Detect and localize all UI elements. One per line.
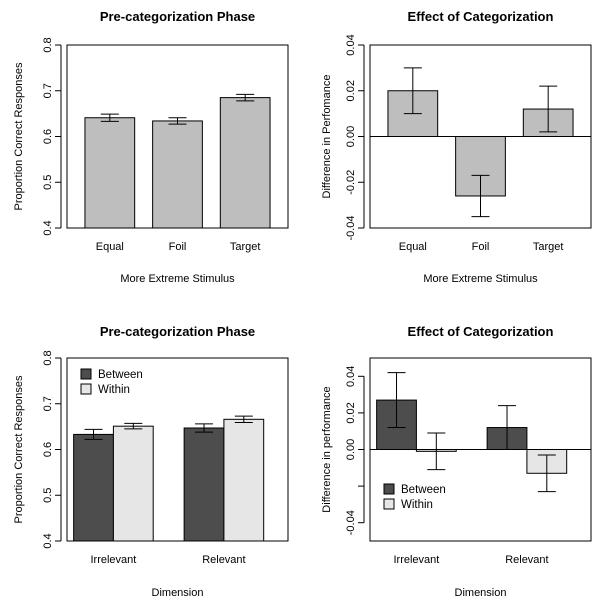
y-tick-label: 0.6: [42, 129, 54, 144]
y-tick-label: 0.02: [345, 80, 357, 101]
x-axis-label: Dimension: [455, 587, 507, 599]
plot-frame: [66, 357, 289, 542]
bar-between: [73, 433, 114, 542]
x-tick-label: Relevant: [505, 554, 548, 566]
legend-swatch: [80, 368, 92, 380]
legend-swatch: [80, 383, 92, 395]
legend-label: Between: [98, 369, 143, 381]
bar: [152, 120, 203, 229]
y-axis-label: Difference in performance: [321, 386, 333, 512]
chart-title: Effect of Categorization: [408, 9, 554, 24]
x-tick-label: Irrelevant: [393, 554, 439, 566]
y-tick-label: 0.00: [345, 126, 357, 147]
y-tick-label: 0.7: [42, 83, 54, 98]
y-tick-label: -0.04: [345, 215, 357, 240]
y-tick-label: 0.00: [345, 439, 357, 460]
y-tick-label: 0.4: [42, 533, 54, 548]
x-axis-label: More Extreme Stimulus: [423, 273, 538, 285]
x-tick-label: Relevant: [202, 554, 245, 566]
y-tick-label: 0.4: [42, 220, 54, 235]
x-axis-label: Dimension: [152, 587, 204, 599]
y-tick-label: 0.5: [42, 175, 54, 190]
y-tick-label: -0.04: [345, 510, 357, 535]
legend-label: Within: [98, 384, 130, 396]
y-tick-label: 0.5: [42, 488, 54, 503]
x-tick-label: Foil: [472, 241, 490, 253]
x-axis-label: More Extreme Stimulus: [120, 273, 235, 285]
chart-title: Pre-categorization Phase: [100, 324, 255, 339]
chart-title: Pre-categorization Phase: [100, 9, 255, 24]
x-tick-label: Irrelevant: [90, 554, 136, 566]
legend-swatch: [383, 483, 395, 495]
y-axis-label: Proportion Correct Responses: [13, 62, 25, 210]
x-tick-label: Equal: [399, 241, 427, 253]
y-tick-label: 0.8: [42, 37, 54, 52]
x-tick-label: Target: [230, 241, 261, 253]
bar-between: [183, 427, 225, 542]
y-axis-label: Difference in Perfomance: [321, 75, 333, 199]
x-tick-label: Target: [533, 241, 564, 253]
bar-within: [223, 418, 265, 542]
y-tick-label: 0.04: [345, 366, 357, 387]
legend-label: Within: [401, 499, 433, 511]
y-tick-label: 0.04: [345, 34, 357, 55]
bar: [84, 117, 136, 229]
chart-panel-4: Effect of Categorization -0.04 0.00 0.02 0.0…: [321, 324, 592, 599]
bar-within: [112, 425, 154, 542]
y-tick-label: 0.8: [42, 350, 54, 365]
x-tick-label: Equal: [96, 241, 124, 253]
chart-panel-1: Pre-categorization Phase 0.4 0.5 0.6 0.7 0.8 P…: [13, 9, 289, 285]
chart-panel-2: Effect of Categorization -0.04 -0.02 0.00 0.…: [321, 9, 592, 285]
y-tick-label: 0.6: [42, 442, 54, 457]
y-tick-label: 0.02: [345, 402, 357, 423]
x-tick-label: Foil: [169, 241, 187, 253]
chart-panel-3: Pre-categorization Phase 0.4 0.5 0.6 0.7 0.8 P…: [13, 324, 289, 599]
y-axis-label: Proportion Correct Responses: [13, 375, 25, 523]
bar: [219, 97, 271, 229]
legend-swatch: [383, 498, 395, 510]
y-tick-label: -0.02: [345, 170, 357, 195]
y-tick-label: 0.7: [42, 396, 54, 411]
chart-title: Effect of Categorization: [408, 324, 554, 339]
legend-label: Between: [401, 484, 446, 496]
